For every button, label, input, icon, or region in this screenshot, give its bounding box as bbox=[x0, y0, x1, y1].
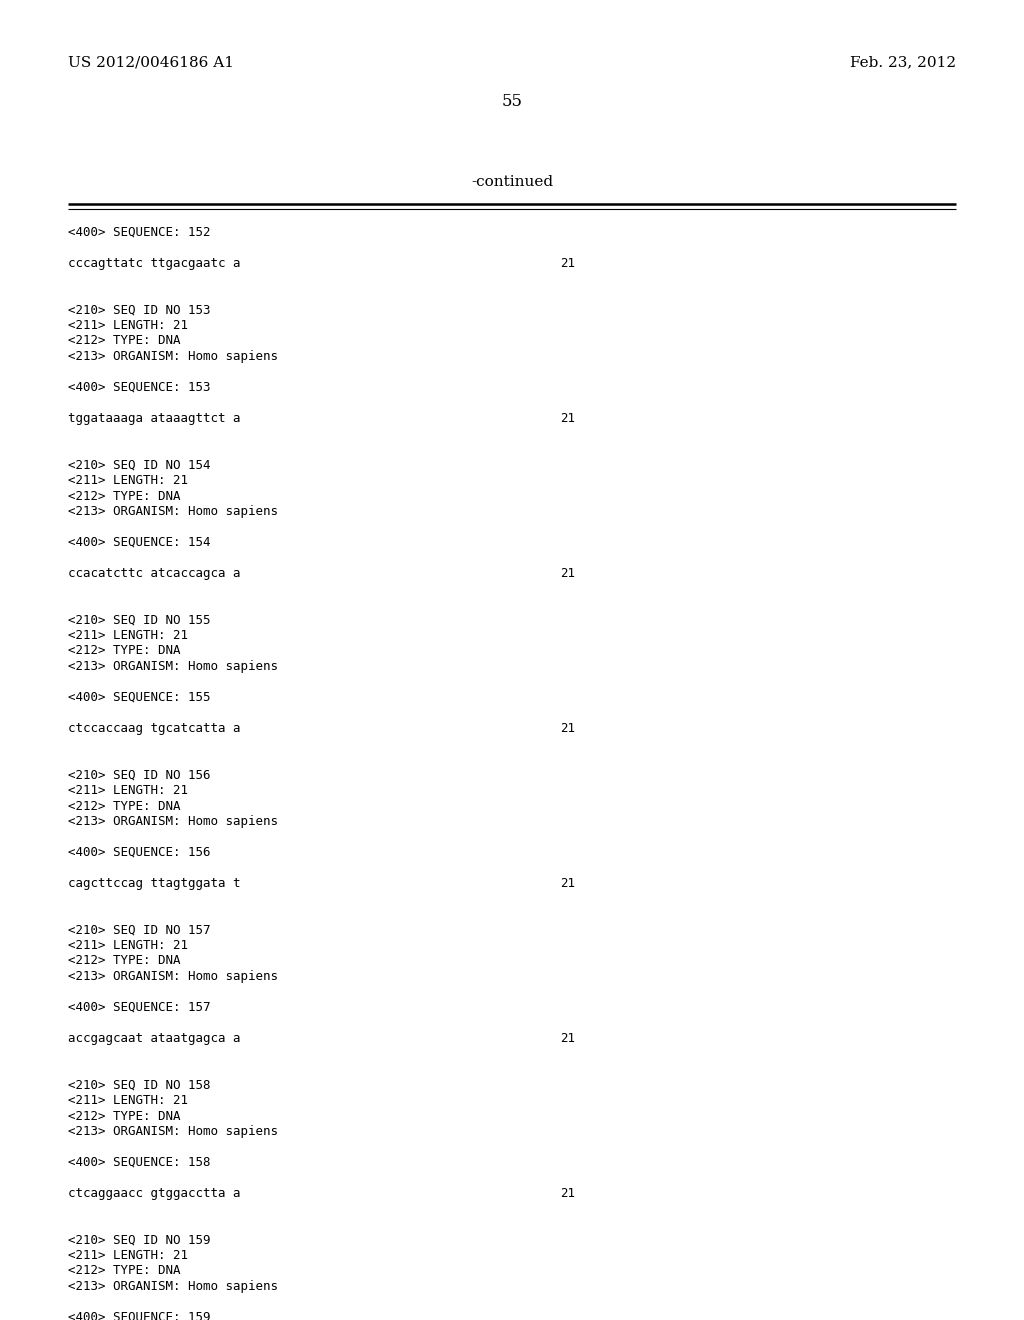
Text: <210> SEQ ID NO 156: <210> SEQ ID NO 156 bbox=[68, 768, 211, 781]
Text: ccacatcttc atcaccagca a: ccacatcttc atcaccagca a bbox=[68, 568, 241, 579]
Text: 21: 21 bbox=[560, 568, 575, 579]
Text: cagcttccag ttagtggata t: cagcttccag ttagtggata t bbox=[68, 876, 241, 890]
Text: <400> SEQUENCE: 157: <400> SEQUENCE: 157 bbox=[68, 1001, 211, 1014]
Text: <400> SEQUENCE: 152: <400> SEQUENCE: 152 bbox=[68, 226, 211, 239]
Text: US 2012/0046186 A1: US 2012/0046186 A1 bbox=[68, 55, 234, 69]
Text: <400> SEQUENCE: 158: <400> SEQUENCE: 158 bbox=[68, 1156, 211, 1170]
Text: 21: 21 bbox=[560, 1187, 575, 1200]
Text: <210> SEQ ID NO 159: <210> SEQ ID NO 159 bbox=[68, 1233, 211, 1246]
Text: <212> TYPE: DNA: <212> TYPE: DNA bbox=[68, 954, 180, 968]
Text: tggataaaga ataaagttct a: tggataaaga ataaagttct a bbox=[68, 412, 241, 425]
Text: <211> LENGTH: 21: <211> LENGTH: 21 bbox=[68, 1249, 188, 1262]
Text: <213> ORGANISM: Homo sapiens: <213> ORGANISM: Homo sapiens bbox=[68, 506, 278, 517]
Text: <212> TYPE: DNA: <212> TYPE: DNA bbox=[68, 644, 180, 657]
Text: <211> LENGTH: 21: <211> LENGTH: 21 bbox=[68, 939, 188, 952]
Text: ctccaccaag tgcatcatta a: ctccaccaag tgcatcatta a bbox=[68, 722, 241, 735]
Text: <213> ORGANISM: Homo sapiens: <213> ORGANISM: Homo sapiens bbox=[68, 970, 278, 983]
Text: <210> SEQ ID NO 154: <210> SEQ ID NO 154 bbox=[68, 458, 211, 471]
Text: <212> TYPE: DNA: <212> TYPE: DNA bbox=[68, 1265, 180, 1278]
Text: <211> LENGTH: 21: <211> LENGTH: 21 bbox=[68, 474, 188, 487]
Text: <213> ORGANISM: Homo sapiens: <213> ORGANISM: Homo sapiens bbox=[68, 814, 278, 828]
Text: <213> ORGANISM: Homo sapiens: <213> ORGANISM: Homo sapiens bbox=[68, 1280, 278, 1294]
Text: <213> ORGANISM: Homo sapiens: <213> ORGANISM: Homo sapiens bbox=[68, 1125, 278, 1138]
Text: <400> SEQUENCE: 156: <400> SEQUENCE: 156 bbox=[68, 846, 211, 859]
Text: 21: 21 bbox=[560, 876, 575, 890]
Text: <400> SEQUENCE: 153: <400> SEQUENCE: 153 bbox=[68, 381, 211, 393]
Text: <212> TYPE: DNA: <212> TYPE: DNA bbox=[68, 800, 180, 813]
Text: <400> SEQUENCE: 154: <400> SEQUENCE: 154 bbox=[68, 536, 211, 549]
Text: accgagcaat ataatgagca a: accgagcaat ataatgagca a bbox=[68, 1032, 241, 1045]
Text: 55: 55 bbox=[502, 92, 522, 110]
Text: <211> LENGTH: 21: <211> LENGTH: 21 bbox=[68, 630, 188, 642]
Text: ctcaggaacc gtggacctta a: ctcaggaacc gtggacctta a bbox=[68, 1187, 241, 1200]
Text: <211> LENGTH: 21: <211> LENGTH: 21 bbox=[68, 1094, 188, 1107]
Text: <211> LENGTH: 21: <211> LENGTH: 21 bbox=[68, 784, 188, 797]
Text: <400> SEQUENCE: 159: <400> SEQUENCE: 159 bbox=[68, 1311, 211, 1320]
Text: <210> SEQ ID NO 155: <210> SEQ ID NO 155 bbox=[68, 614, 211, 627]
Text: <213> ORGANISM: Homo sapiens: <213> ORGANISM: Homo sapiens bbox=[68, 660, 278, 673]
Text: <210> SEQ ID NO 153: <210> SEQ ID NO 153 bbox=[68, 304, 211, 317]
Text: <212> TYPE: DNA: <212> TYPE: DNA bbox=[68, 334, 180, 347]
Text: <212> TYPE: DNA: <212> TYPE: DNA bbox=[68, 1110, 180, 1122]
Text: 21: 21 bbox=[560, 1032, 575, 1045]
Text: 21: 21 bbox=[560, 412, 575, 425]
Text: <210> SEQ ID NO 158: <210> SEQ ID NO 158 bbox=[68, 1078, 211, 1092]
Text: cccagttatc ttgacgaatc a: cccagttatc ttgacgaatc a bbox=[68, 257, 241, 271]
Text: <400> SEQUENCE: 155: <400> SEQUENCE: 155 bbox=[68, 690, 211, 704]
Text: <212> TYPE: DNA: <212> TYPE: DNA bbox=[68, 490, 180, 503]
Text: <210> SEQ ID NO 157: <210> SEQ ID NO 157 bbox=[68, 924, 211, 936]
Text: Feb. 23, 2012: Feb. 23, 2012 bbox=[850, 55, 956, 69]
Text: <211> LENGTH: 21: <211> LENGTH: 21 bbox=[68, 319, 188, 333]
Text: -continued: -continued bbox=[471, 176, 553, 189]
Text: <213> ORGANISM: Homo sapiens: <213> ORGANISM: Homo sapiens bbox=[68, 350, 278, 363]
Text: 21: 21 bbox=[560, 722, 575, 735]
Text: 21: 21 bbox=[560, 257, 575, 271]
